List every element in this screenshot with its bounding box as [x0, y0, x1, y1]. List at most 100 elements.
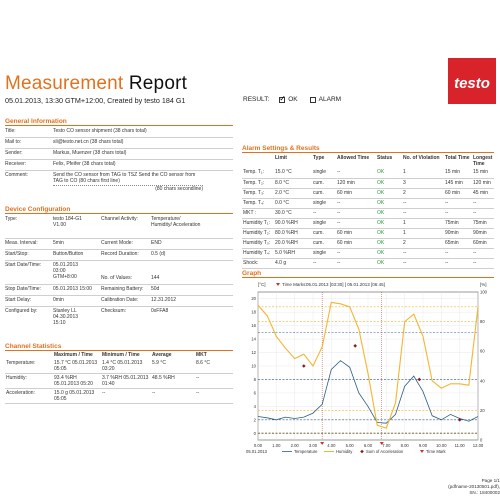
x-tick-label: 9.00 [419, 443, 428, 448]
y-left-tick-label: 18 [251, 310, 256, 315]
table-row: Humidity T₄: 5.0 %RH single -- OK -- -- -- [242, 248, 494, 259]
alarm-cell: 80.0 %RH [274, 228, 312, 239]
general-info-list: Title: Testo CO sensor shipment (38 char… [5, 127, 233, 192]
alarm-cell: 60 min [444, 188, 472, 199]
device-row: Configured by: Stanley LL 04.30.2013 15:… [5, 307, 233, 329]
general-value: Felix, Pfeifer (38 chars total) [53, 161, 116, 167]
stats-col-header: Average [152, 352, 172, 358]
alarm-cell: 15 min [472, 168, 494, 179]
device-key: Channel Activity: [101, 216, 138, 222]
alarm-cell: 90.0 %RH [274, 218, 312, 229]
time-marks-value: 05.01.2013 [03:30] [ 05.01.2013 [06:45] [306, 282, 385, 287]
alarm-cell: -- [336, 198, 376, 209]
alarm-cell: cum. [312, 188, 336, 199]
device-row: Meas. Interval: 5min Current Mode: END [5, 239, 233, 250]
device-value: 05.01.2013 03:00 GTM+8:00 [53, 262, 79, 280]
device-heading: Device Configuration [5, 206, 233, 214]
result-alarm-label: ALARM [318, 96, 342, 103]
alarm-cell: Temp. T₄: [242, 198, 274, 209]
alarm-cell: 120 min [336, 178, 376, 189]
alarm-cell: 90min [444, 228, 472, 239]
alarm-cell: 3 [402, 178, 444, 189]
alarm-cell: -- [336, 248, 376, 259]
alarm-cell: 2 [402, 188, 444, 199]
alarm-cell: Humidity T₁: [242, 218, 274, 229]
alarm-status-cell: OK [376, 248, 402, 259]
device-key: Start Delay: [5, 297, 32, 303]
alarm-status-cell: OK [376, 218, 402, 229]
time-mark-icon [276, 283, 280, 286]
stats-col-header: MKT [196, 352, 207, 358]
y-right-tick-label: 100 [480, 290, 488, 295]
alarm-cell: -- [472, 198, 494, 209]
alarm-cell: single [312, 248, 336, 259]
alarm-cell: -- [312, 258, 336, 269]
device-key: Remaining Battery: [101, 286, 144, 292]
alarm-header-row: Limit Type Allowed Time Status No. of Vi… [242, 154, 494, 168]
general-key: Mail to: [5, 139, 22, 145]
stats-cell: 48.5 %RH [151, 373, 195, 389]
x-tick-label: 8.00 [401, 443, 410, 448]
table-row: Temp. T₃: 2.0 °C cum. 60 min OK 2 60 min 45 min [242, 188, 494, 199]
alarm-cell: Humidity T₃: [242, 238, 274, 249]
device-value: Stanley LL 04.30.2013 15:10 [53, 308, 79, 326]
alarm-cell: MKT : [242, 208, 274, 219]
alarm-col-header: Allowed Time [337, 155, 370, 161]
result-ok-label: OK [288, 96, 298, 103]
general-value-second-line: (80 chars secondline) [53, 185, 203, 192]
device-value: Button/Button [53, 251, 84, 257]
device-key: Meas. Interval: [5, 240, 38, 246]
alarm-cell: Shock: [242, 258, 274, 269]
alarm-cell: 145 min [444, 178, 472, 189]
device-value: Temperature/ Humidity/ Acceleration [151, 216, 201, 228]
stats-cell: Temperature: [5, 359, 53, 374]
x-tick-label: 0.00 [254, 443, 263, 448]
alarm-cell: 20.0 %RH [274, 238, 312, 249]
alarm-col-header: Limit [275, 155, 287, 161]
y-left-tick-label: 10 [251, 364, 256, 369]
acceleration-point [417, 377, 422, 382]
stats-cell: Acceleration: [5, 388, 53, 404]
result-ok-checkbox [279, 94, 286, 103]
alarm-cell: 90min [472, 228, 494, 239]
alarm-col-header: Type [313, 155, 325, 161]
general-row: Receiver: Felix, Pfeifer (38 chars total… [5, 160, 233, 171]
alarm-col-header: Total Time [445, 155, 470, 161]
device-value: 0min [53, 297, 64, 303]
device-value: 50d [151, 286, 160, 292]
alarm-cell: 60 min [336, 188, 376, 199]
alarm-cell: 2 [402, 238, 444, 249]
y-left-tick-label: 2 [254, 417, 257, 422]
alarm-cell: -- [444, 248, 472, 259]
stats-col-header: Minimum / Time [102, 352, 140, 358]
time-mark-marker [320, 442, 325, 445]
table-row: Humidity T₁: 90.0 %RH single -- OK 1 75min 75mi… [242, 218, 494, 229]
general-row: Title: Testo CO sensor shipment (38 char… [5, 127, 233, 138]
alarm-status-cell: OK [376, 168, 402, 179]
general-value: sli@testo.net.cn (38 chars total) [53, 139, 124, 145]
time-marks-label: Time Marks: [282, 282, 307, 287]
alarm-cell: single [312, 168, 336, 179]
right-axis-unit: [%] [480, 282, 487, 287]
device-value: testo 184-G1 V1.00 [53, 216, 82, 228]
device-key: Checksum: [101, 308, 127, 314]
alarm-cell: -- [336, 258, 376, 269]
legend-time-mark-swatch [420, 450, 424, 453]
alarm-cell: 120 min [472, 178, 494, 189]
y-right-tick-label: 60 [480, 349, 485, 354]
device-key: Current Mode: [101, 240, 133, 246]
alarm-cell: 60 min [336, 238, 376, 249]
stats-cell: 93.4 %RH 05.01.2013 05:20 [53, 373, 101, 389]
y-left-tick-label: 4 [254, 404, 257, 409]
y-right-tick-label: 20 [480, 408, 485, 413]
alarm-cell: 0.0 °C [274, 198, 312, 209]
device-key: Record Duration: [101, 251, 139, 257]
device-key: No. of Values: [101, 275, 133, 281]
measurement-chart: 0 2 4 6 8 10 12 14 16 18 20 0 20 40 60 80 100 0.00 1.00 2.0… [246, 282, 488, 454]
alarm-cell: 8.0 °C [274, 178, 312, 189]
alarm-col-header: No. of Violation [403, 155, 440, 161]
stats-cell: 8.6 °C [195, 359, 233, 374]
device-value: 05.01.2013 15:00 [53, 286, 92, 292]
stats-cell: 1.4 °C 05.01.2013 03:20 [101, 359, 151, 374]
